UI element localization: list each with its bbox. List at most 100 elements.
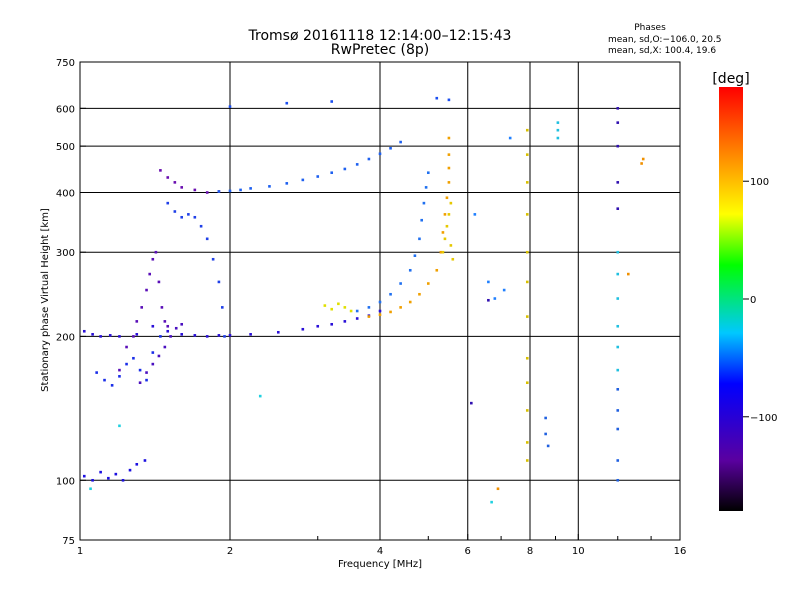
data-point xyxy=(157,280,161,284)
data-point xyxy=(193,188,197,192)
data-point xyxy=(426,282,430,285)
data-point xyxy=(389,292,392,296)
y-tick-label: 300 xyxy=(56,248,75,259)
data-point xyxy=(140,306,144,309)
data-point xyxy=(166,324,170,328)
data-point xyxy=(544,432,547,436)
data-point xyxy=(285,101,289,105)
data-point xyxy=(95,371,98,374)
data-point xyxy=(616,324,620,328)
data-point xyxy=(525,409,529,412)
data-point xyxy=(487,298,490,302)
y-tick-label: 400 xyxy=(56,188,75,199)
data-point xyxy=(616,409,620,412)
x-tick-label: 2 xyxy=(227,546,233,557)
data-point xyxy=(508,136,512,140)
data-point xyxy=(413,254,417,258)
colorbar-ticks: 100 0 −100 xyxy=(743,177,777,424)
data-point xyxy=(159,169,162,172)
x-tick-label: 1 xyxy=(77,546,83,557)
data-point xyxy=(343,306,347,309)
data-point xyxy=(616,345,620,349)
data-point xyxy=(276,330,280,334)
data-point xyxy=(441,250,445,254)
data-point xyxy=(138,368,142,372)
data-point xyxy=(337,302,340,306)
data-point xyxy=(125,362,128,366)
data-point xyxy=(447,213,451,216)
data-point xyxy=(91,478,94,482)
data-point xyxy=(616,427,620,431)
data-point xyxy=(473,213,477,216)
data-point xyxy=(443,237,447,241)
data-point xyxy=(616,459,620,462)
data-point xyxy=(180,215,184,219)
data-point xyxy=(641,157,645,161)
data-point xyxy=(135,463,139,466)
data-point xyxy=(525,280,529,284)
stats-x-mode: mean, sd,X: 100.4, 19.6 xyxy=(608,46,716,56)
data-point xyxy=(316,324,320,328)
data-point xyxy=(443,213,447,216)
data-point xyxy=(166,329,170,333)
data-point xyxy=(82,329,86,333)
data-point xyxy=(228,189,232,193)
data-point xyxy=(82,474,86,478)
data-point xyxy=(217,280,221,284)
colorbar-label: [deg] xyxy=(712,71,749,87)
data-point xyxy=(447,153,451,156)
data-point xyxy=(249,187,252,190)
data-point xyxy=(367,157,371,161)
data-point xyxy=(205,237,209,241)
data-point xyxy=(174,326,178,330)
data-point xyxy=(118,368,121,372)
data-point xyxy=(138,381,142,385)
y-tick-label: 75 xyxy=(62,536,75,547)
data-point xyxy=(217,190,221,193)
data-point xyxy=(91,333,94,336)
data-point xyxy=(330,322,334,326)
data-point xyxy=(343,320,347,323)
data-point xyxy=(616,250,620,254)
data-point xyxy=(180,333,184,336)
data-point xyxy=(435,268,439,272)
data-point xyxy=(525,356,529,360)
data-point xyxy=(445,196,449,200)
data-point xyxy=(285,182,289,185)
data-point xyxy=(449,244,453,247)
data-point xyxy=(616,207,620,210)
data-point xyxy=(616,388,620,391)
x-tick-label: 10 xyxy=(572,546,585,557)
data-point xyxy=(166,201,170,205)
stats-heading: Phases xyxy=(634,23,666,33)
y-tick-label: 750 xyxy=(56,58,75,69)
colorbar-tick-label: 100 xyxy=(750,177,769,188)
data-point xyxy=(556,121,560,124)
data-point xyxy=(424,186,428,189)
data-point xyxy=(490,500,493,504)
x-tick-label: 8 xyxy=(527,546,533,557)
data-point xyxy=(330,100,334,103)
data-point xyxy=(205,335,209,338)
data-point xyxy=(399,140,402,144)
data-point xyxy=(151,351,155,354)
grid-lines xyxy=(80,62,680,540)
data-point xyxy=(556,128,560,132)
data-point xyxy=(107,476,110,480)
data-point xyxy=(447,136,451,140)
y-axis-label: Stationary phase Virtual Height [km] xyxy=(40,208,51,392)
data-point xyxy=(145,371,148,374)
data-point xyxy=(118,424,121,428)
data-point xyxy=(640,162,643,165)
data-point xyxy=(301,178,305,182)
data-point xyxy=(502,288,506,292)
data-point xyxy=(378,152,382,156)
data-point xyxy=(420,218,423,222)
data-point xyxy=(493,297,497,300)
data-point xyxy=(544,416,547,420)
data-points xyxy=(82,96,645,504)
data-point xyxy=(193,334,197,337)
data-point xyxy=(330,171,334,175)
data-point xyxy=(378,300,382,304)
data-point xyxy=(154,250,158,254)
